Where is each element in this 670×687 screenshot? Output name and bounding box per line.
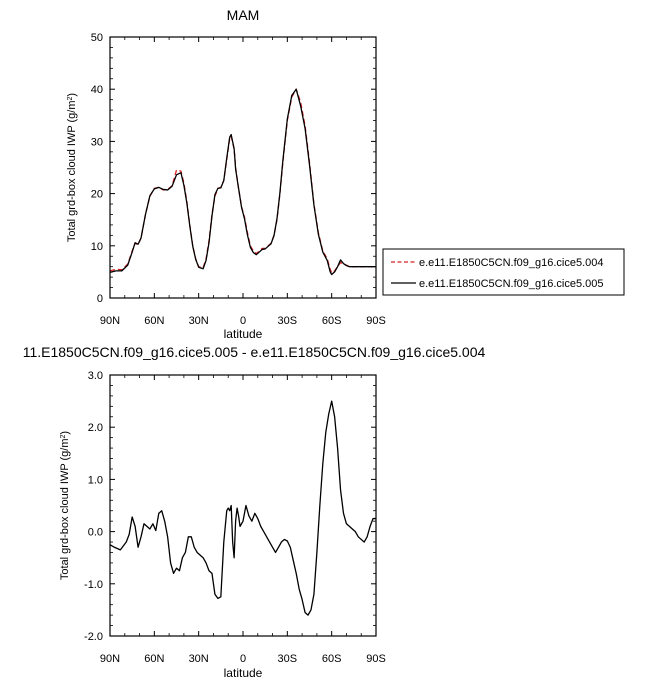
x-tick-label: 30N — [189, 653, 209, 665]
x-tick-label: 90N — [100, 315, 120, 327]
legend-box — [382, 248, 625, 296]
x-tick-label: 0 — [240, 653, 246, 665]
legend-label-004: e.e11.E1850C5CN.f09_g16.cice5.004 — [419, 257, 604, 269]
x-tick-label: 60N — [144, 315, 164, 327]
y-tick-label: 30 — [91, 136, 103, 148]
y-tick-label: 40 — [91, 84, 103, 96]
plot-lines — [109, 88, 376, 276]
x-tick-label: 90N — [100, 653, 120, 665]
y-tick-label: 0 — [97, 293, 103, 305]
x-axis-label: latitude — [224, 666, 263, 680]
series-line-0 — [109, 400, 376, 616]
chart-difference: 11.E1850C5CN.f09_g16.cice5.005 - e.e11.E… — [23, 344, 486, 680]
legend: e.e11.E1850C5CN.f09_g16.cice5.004 e.e11.… — [382, 248, 625, 296]
plot-frame — [109, 374, 377, 637]
series-line-1 — [109, 88, 376, 276]
chart-title: MAM — [227, 7, 260, 23]
axis-ticks — [109, 36, 377, 299]
y-axis-label: Total grd-box cloud IWP (g/m2) — [59, 431, 71, 580]
y-tick-label: 3.0 — [88, 370, 103, 382]
y-tick-labels: -2.0 -1.0 0.0 1.0 2.0 3.0 — [84, 370, 103, 643]
x-tick-labels: 90N 60N 30N 0 30S 60S 90S — [100, 653, 386, 665]
x-tick-label: 30S — [278, 653, 298, 665]
x-tick-label: 60N — [144, 653, 164, 665]
x-tick-label: 60S — [322, 653, 342, 665]
axis-ticks — [109, 374, 377, 637]
x-tick-label: 30N — [189, 315, 209, 327]
y-tick-label: 1.0 — [88, 474, 103, 486]
x-tick-label: 30S — [278, 315, 298, 327]
plot-frame — [109, 36, 377, 299]
y-tick-label: 2.0 — [88, 422, 103, 434]
y-tick-label: -2.0 — [84, 631, 103, 643]
y-axis-label: Total grd-box cloud IWP (g/m2) — [66, 93, 78, 242]
y-tick-label: 10 — [91, 241, 103, 253]
x-tick-label: 90S — [366, 315, 386, 327]
chart-mam: MAM 0 10 20 30 40 50 90N 60N 30N 0 30S 60S 90S lati… — [66, 7, 625, 341]
series-line-0 — [109, 88, 376, 274]
x-axis-label: latitude — [224, 327, 263, 341]
y-tick-label: 50 — [91, 32, 103, 44]
y-tick-label: 20 — [91, 189, 103, 201]
legend-label-005: e.e11.E1850C5CN.f09_g16.cice5.005 — [419, 278, 604, 290]
x-tick-label: 0 — [240, 315, 246, 327]
x-tick-label: 60S — [322, 315, 342, 327]
y-tick-label: -1.0 — [84, 579, 103, 591]
plot-lines — [109, 400, 376, 616]
x-tick-labels: 90N 60N 30N 0 30S 60S 90S — [100, 315, 386, 327]
chart-title: 11.E1850C5CN.f09_g16.cice5.005 - e.e11.E… — [23, 344, 486, 360]
x-tick-label: 90S — [366, 653, 386, 665]
y-tick-label: 0.0 — [88, 527, 103, 539]
y-tick-labels: 0 10 20 30 40 50 — [91, 32, 103, 305]
